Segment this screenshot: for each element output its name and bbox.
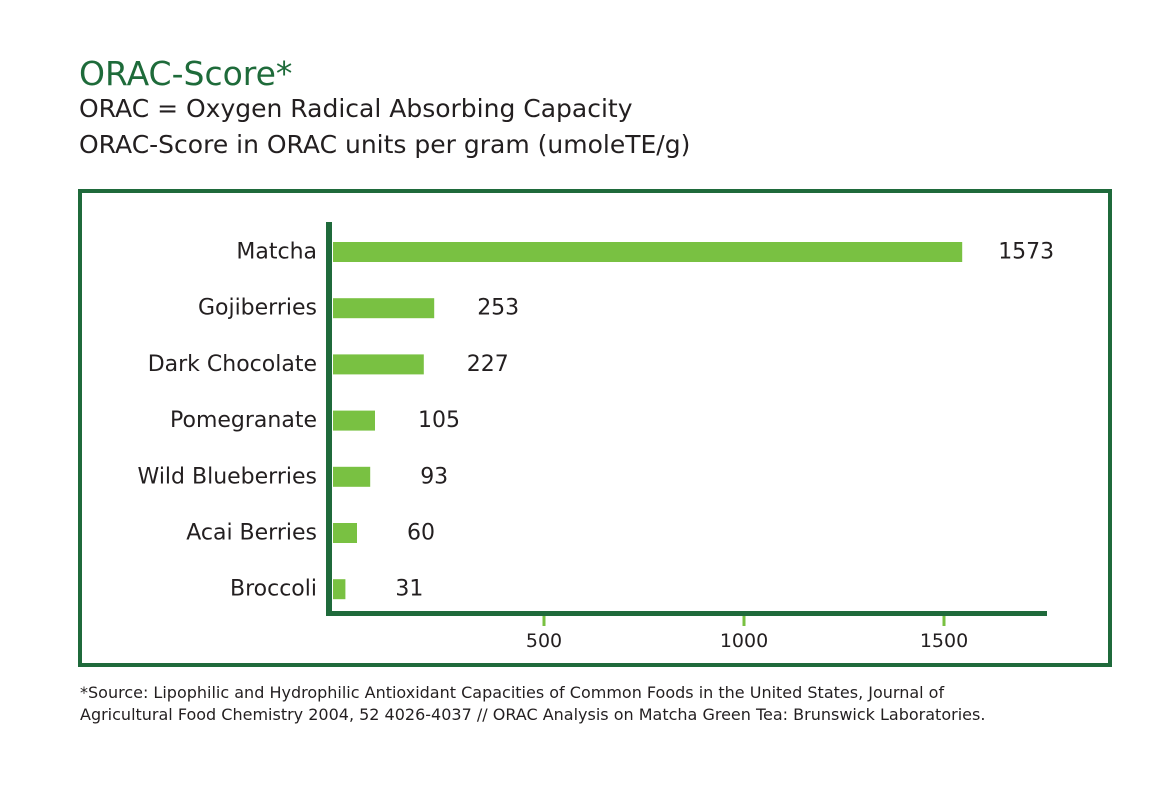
x-axis-line xyxy=(326,611,1047,616)
category-label-pomegranate: Pomegranate xyxy=(170,408,317,433)
value-label-acai-berries: 60 xyxy=(407,521,435,546)
bar-broccoli xyxy=(333,579,346,600)
category-label-acai-berries: Acai Berries xyxy=(186,521,317,546)
y-axis-line xyxy=(326,222,332,615)
value-label-dark-chocolate: 227 xyxy=(467,352,509,377)
x-tick-label-1000: 1000 xyxy=(720,630,768,652)
bar-gojiberries xyxy=(333,298,435,319)
chart-frame xyxy=(78,189,1112,667)
x-tick-label-500: 500 xyxy=(526,630,562,652)
footnote-line-2: Agricultural Food Chemistry 2004, 52 402… xyxy=(80,705,986,724)
value-label-gojiberries: 253 xyxy=(477,296,519,321)
x-tick-500 xyxy=(542,616,546,626)
source-footnote: *Source: Lipophilic and Hydrophilic Anti… xyxy=(80,682,1110,726)
x-tick-1500 xyxy=(942,616,946,626)
value-label-pomegranate: 105 xyxy=(418,408,460,433)
x-tick-1000 xyxy=(742,616,746,626)
chart-subtitle-definition: ORAC = Oxygen Radical Absorbing Capacity xyxy=(79,94,633,123)
category-label-broccoli: Broccoli xyxy=(230,577,317,602)
footnote-line-1: *Source: Lipophilic and Hydrophilic Anti… xyxy=(80,683,945,702)
value-label-matcha: 1573 xyxy=(998,240,1054,265)
value-label-broccoli: 31 xyxy=(395,577,423,602)
category-label-gojiberries: Gojiberries xyxy=(198,296,317,321)
chart-title: ORAC-Score* xyxy=(79,54,293,93)
x-tick-label-1500: 1500 xyxy=(920,630,968,652)
category-label-wild-blueberries: Wild Blueberries xyxy=(138,464,317,489)
bar-wild-blueberries xyxy=(333,466,371,487)
bar-matcha xyxy=(333,242,963,262)
category-label-dark-chocolate: Dark Chocolate xyxy=(148,352,317,377)
bar-pomegranate xyxy=(333,410,375,431)
bar-acai-berries xyxy=(333,523,357,543)
value-label-wild-blueberries: 93 xyxy=(420,464,448,489)
bar-dark-chocolate xyxy=(333,354,424,375)
chart-subtitle-units: ORAC-Score in ORAC units per gram (umole… xyxy=(79,130,691,159)
category-label-matcha: Matcha xyxy=(236,240,317,265)
